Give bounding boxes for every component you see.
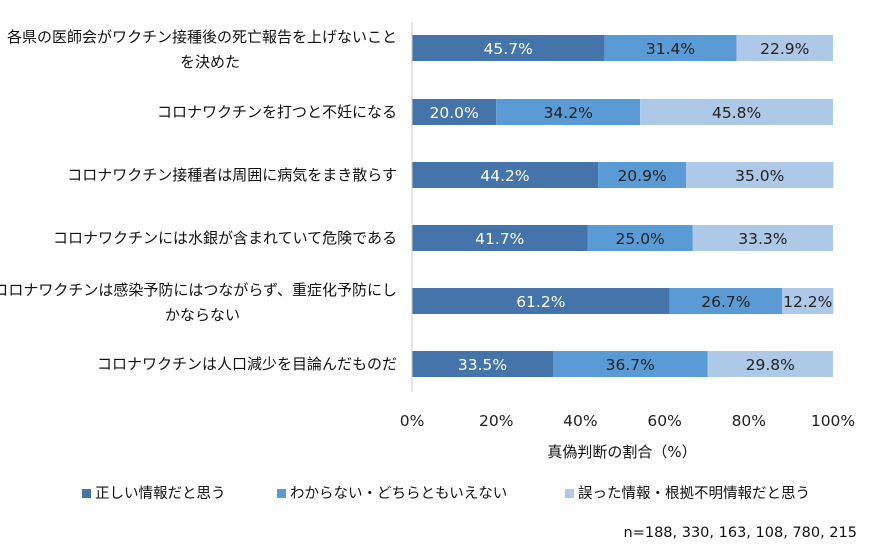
- category-label-continued: かならない: [165, 306, 240, 324]
- category-label: 各県の医師会がワクチン接種後の死亡報告を上げないこと: [7, 28, 397, 46]
- bar-segment: [412, 225, 588, 251]
- category-label: コロナワクチンは人口減少を目論んだものだ: [97, 355, 397, 373]
- data-label: 45.8%: [712, 104, 761, 122]
- x-tick-label: 20%: [479, 412, 513, 430]
- x-tick-label: 60%: [647, 412, 681, 430]
- bar-segment: [412, 288, 670, 314]
- category-label-continued: を決めた: [180, 53, 240, 71]
- data-label: 41.7%: [475, 230, 524, 248]
- bar-segment: [640, 99, 833, 125]
- legend-swatch: [277, 489, 286, 498]
- category-labels: 各県の医師会がワクチン接種後の死亡報告を上げないことを決めたコロナワクチンを打つ…: [0, 28, 397, 373]
- bar-segment: [553, 351, 708, 377]
- data-label: 61.2%: [516, 293, 565, 311]
- data-label: 20.0%: [429, 104, 478, 122]
- data-label: 36.7%: [606, 356, 655, 374]
- category-label: コロナワクチンには水銀が含まれていて危険である: [53, 229, 397, 247]
- data-label: 20.9%: [617, 167, 666, 185]
- bars: [412, 35, 834, 377]
- bar-segment: [412, 351, 554, 377]
- data-label: 26.7%: [701, 293, 750, 311]
- x-tick-label: 0%: [400, 412, 425, 430]
- data-label: 35.0%: [735, 167, 784, 185]
- bar-segment: [736, 35, 833, 61]
- bar-segment: [782, 288, 834, 314]
- category-label: コロナワクチンを打つと不妊になる: [157, 103, 397, 121]
- data-label: 34.2%: [544, 104, 593, 122]
- x-tick-label: 100%: [811, 412, 855, 430]
- bar-segment: [412, 162, 599, 188]
- category-label: コロナワクチン接種者は周囲に病気をまき散らす: [67, 166, 397, 184]
- bar-segment: [686, 162, 834, 188]
- category-label: コロナワクチンは感染予防にはつながらず、重症化予防にし: [0, 281, 397, 299]
- legend: 正しい情報だと思う わからない・どちらともいえない 誤った情報・根拠不明情報だと思う: [82, 485, 810, 502]
- bar-segment: [412, 35, 605, 61]
- data-label: 45.7%: [484, 40, 533, 58]
- x-tick-labels: 0% 20% 40% 60% 80% 100%: [400, 412, 855, 430]
- data-label: 44.2%: [480, 167, 529, 185]
- data-label: 31.4%: [646, 40, 695, 58]
- data-label: 22.9%: [760, 40, 809, 58]
- legend-label: 誤った情報・根拠不明情報だと思う: [578, 485, 810, 502]
- bar-segment: [587, 225, 693, 251]
- bar-segment: [412, 99, 497, 125]
- x-axis-label: 真偽判断の割合（%）: [547, 443, 696, 461]
- legend-label: 正しい情報だと思う: [95, 485, 226, 502]
- bar-segment: [692, 225, 833, 251]
- sample-size-note: n=188, 330, 163, 108, 780, 215: [624, 525, 858, 541]
- bar-segment: [604, 35, 737, 61]
- data-label: 33.3%: [738, 230, 787, 248]
- data-label: 29.8%: [746, 356, 795, 374]
- bar-segment: [496, 99, 641, 125]
- legend-swatch: [565, 489, 574, 498]
- value-labels: 45.7% 31.4% 22.9% 20.0% 34.2% 45.8% 44.2% 20.9%…: [429, 40, 832, 374]
- bar-segment: [669, 288, 783, 314]
- x-tick-label: 80%: [732, 412, 766, 430]
- legend-label: わからない・どちらともいえない: [290, 485, 507, 502]
- legend-swatch: [82, 489, 91, 498]
- data-label: 25.0%: [616, 230, 665, 248]
- data-label: 12.2%: [783, 293, 832, 311]
- bar-segment: [707, 351, 833, 377]
- data-label: 33.5%: [458, 356, 507, 374]
- bar-segment: [598, 162, 687, 188]
- x-tick-label: 40%: [563, 412, 597, 430]
